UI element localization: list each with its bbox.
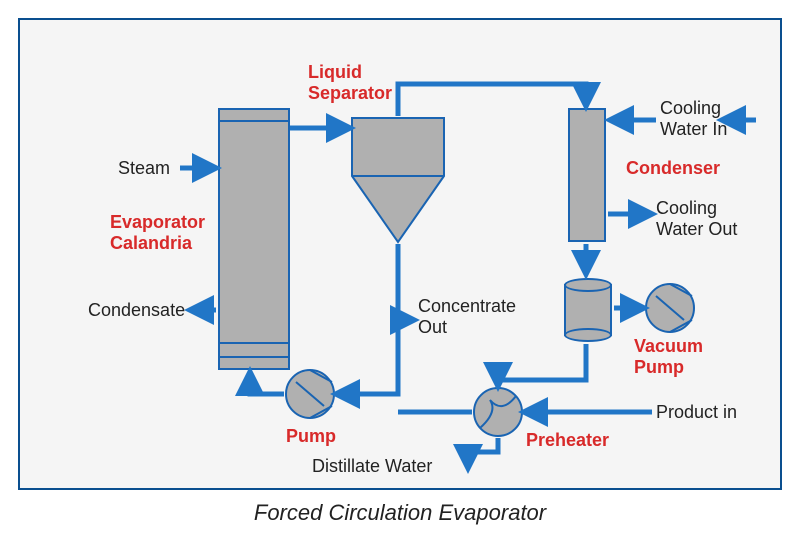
label-evaporator: Evaporator Calandria	[110, 212, 205, 253]
label-vacuum-pump: Vacuum Pump	[634, 336, 703, 377]
label-liquid-separator: Liquid Separator	[308, 62, 392, 103]
label-cooling-in: Cooling Water In	[660, 98, 727, 139]
pump-icon	[286, 370, 334, 418]
preheater-icon	[474, 388, 522, 436]
label-steam: Steam	[118, 158, 170, 179]
label-product-in: Product in	[656, 402, 737, 423]
vacuum-pump-icon	[646, 284, 694, 332]
label-condenser: Condenser	[626, 158, 720, 179]
label-concentrate: Concentrate Out	[418, 296, 516, 337]
label-preheater: Preheater	[526, 430, 609, 451]
diagram-frame: Steam Evaporator Calandria Condensate Li…	[18, 18, 782, 490]
label-pump: Pump	[286, 426, 336, 447]
liquid-separator	[352, 118, 444, 242]
caption: Forced Circulation Evaporator	[0, 500, 800, 526]
label-condensate: Condensate	[88, 300, 185, 321]
label-cooling-out: Cooling Water Out	[656, 198, 737, 239]
label-distillate: Distillate Water	[312, 456, 432, 477]
